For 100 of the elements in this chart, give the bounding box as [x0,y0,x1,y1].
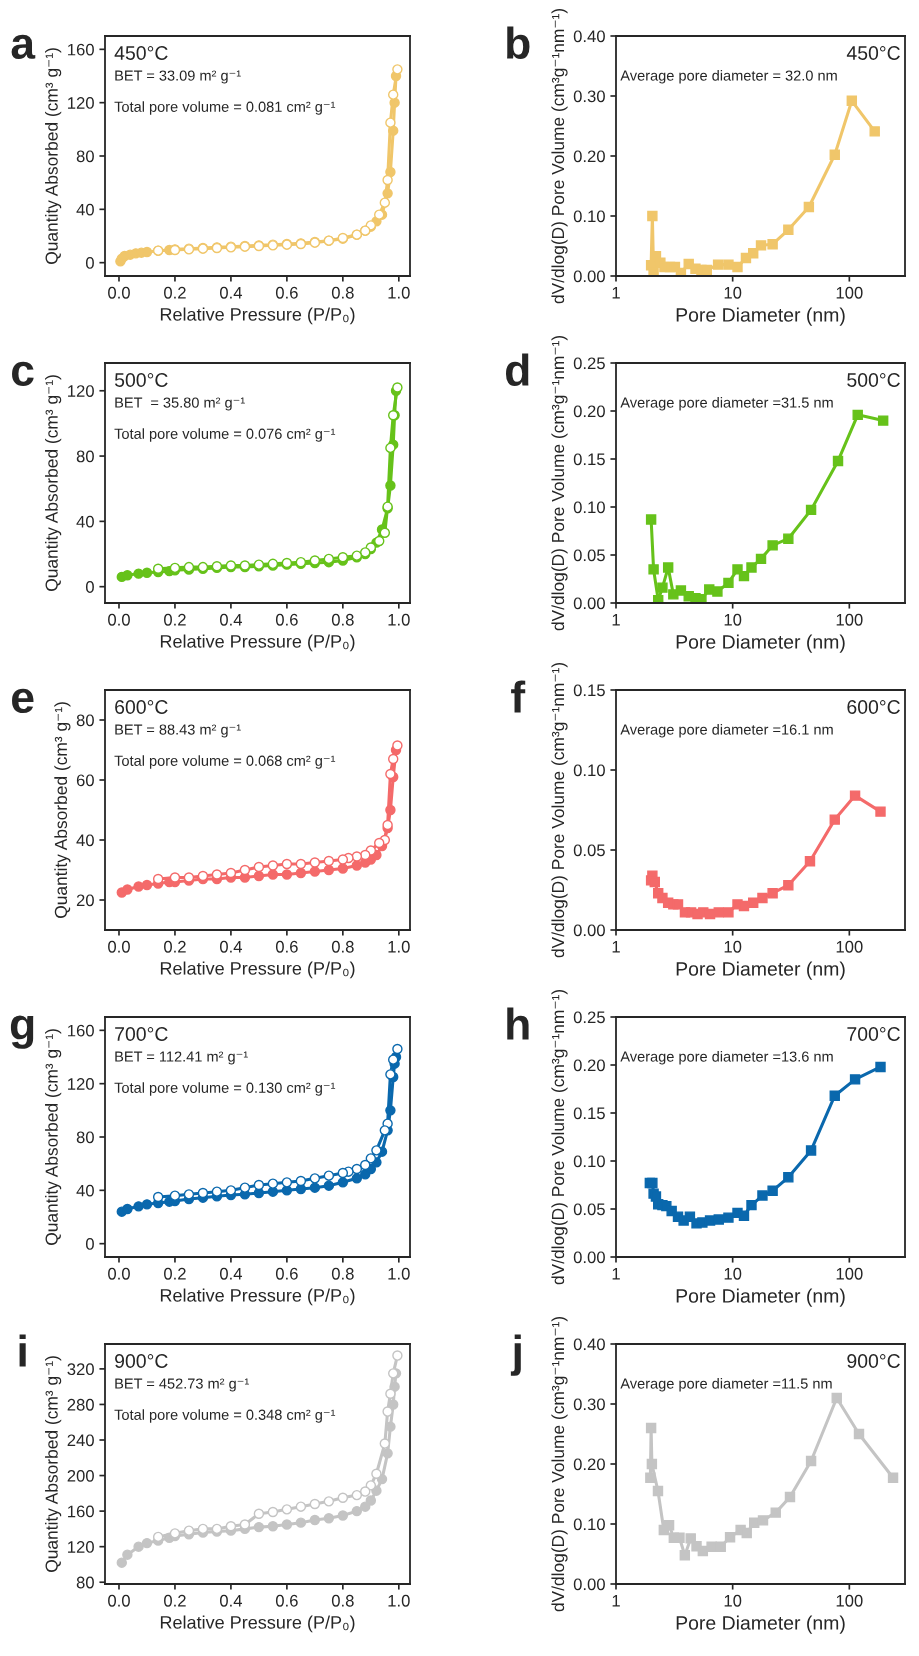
x-tick-label: 100 [836,1267,863,1280]
annotation: 600°C [847,700,900,714]
x-axis-title: Pore Diameter (nm) [676,1288,845,1307]
x-tick-label: 1 [612,614,620,626]
annotation: Total pore volume = 0.081 cm² g⁻¹ [114,101,336,115]
annotation: BET = 35.80 m² g⁻¹ [115,397,245,411]
chart-title: a [11,34,36,60]
annotation: 500°C [847,373,900,387]
x-axis-title: Relative Pressure (P/P₀) [160,961,355,979]
y-tick-label: 0.00 [573,270,605,283]
x-tick-label: 0.2 [164,1267,186,1280]
x-tick-label: 1 [612,287,620,299]
chart-title: h [507,1007,529,1040]
x-tick-label: 0.2 [164,940,186,953]
chart-title: c [12,361,34,387]
y-axis-title: dV/dlog(D) Pore Volume (cm³g⁻¹nm⁻¹) [551,1316,568,1612]
x-tick-label: 0.8 [331,940,354,953]
y-tick-label: 160 [68,43,94,56]
annotation: 500°C [114,373,168,387]
x-tick-label: 100 [836,613,863,626]
y-axis-title: dV/dlog(D) Pore Volume (cm³g⁻¹nm⁻¹) [551,335,568,631]
y-tick-label: 120 [68,385,94,397]
x-tick-label: 0.4 [219,613,243,626]
x-tick-label: 100 [836,1594,863,1607]
x-tick-label: 1.0 [388,1594,410,1607]
y-tick-label: 0.10 [573,1155,605,1168]
y-tick-label: 200 [67,1469,94,1482]
y-tick-label: 0.15 [573,684,605,697]
annotation: Average pore diameter =31.5 nm [620,397,833,411]
x-axis-title: Pore Diameter (nm) [676,961,845,980]
y-tick-label: 0.20 [573,405,605,418]
x-tick-label: 10 [724,286,742,299]
y-tick-label: 0.30 [573,1398,605,1411]
y-axis-title: Quantity Absorbed (cm³ g⁻¹) [54,702,71,918]
y-tick-label: 0.25 [573,1011,605,1024]
x-tick-label: 0.0 [108,1267,130,1280]
y-tick-label: 0.15 [573,1107,605,1120]
y-axis-title: dV/dlog(D) Pore Volume (cm³g⁻¹nm⁻¹) [551,662,568,958]
y-tick-label: 0 [85,257,94,269]
annotation: Average pore diameter =16.1 nm [620,724,833,738]
y-tick-label: 0.00 [573,1578,605,1591]
x-tick-label: 0.6 [275,1594,298,1607]
y-tick-label: 0 [85,581,94,593]
annotation: 700°C [115,1027,168,1041]
x-tick-label: 1 [612,1268,620,1280]
annotation: 900°C [847,1354,900,1368]
x-axis-title: Relative Pressure (P/P₀) [160,307,355,325]
x-tick-label: 0.0 [108,1594,130,1607]
y-tick-label: 40 [76,515,94,528]
x-tick-label: 0.0 [108,286,130,299]
x-tick-label: 0.8 [331,613,354,626]
x-axis-title: Relative Pressure (P/P₀) [160,1288,355,1306]
annotation: 900°C [115,1354,168,1368]
y-tick-label: 80 [76,1576,94,1589]
y-tick-label: 20 [76,894,94,907]
x-tick-label: 0.8 [331,286,354,299]
x-tick-label: 0.0 [108,613,130,626]
y-tick-label: 80 [76,714,94,727]
y-tick-label: 0.15 [573,453,605,466]
y-tick-label: 120 [68,1541,94,1553]
y-tick-label: 0.20 [573,1458,605,1471]
annotation: Total pore volume = 0.068 cm² g⁻¹ [114,755,336,769]
annotation: Total pore volume = 0.076 cm² g⁻¹ [114,428,336,442]
x-axis-title: Relative Pressure (P/P₀) [160,634,355,652]
chart-title: g [10,1015,34,1049]
y-tick-label: 80 [76,1131,94,1144]
x-tick-label: 1 [612,1595,620,1607]
x-tick-label: 1.0 [388,1267,410,1280]
x-tick-label: 100 [836,286,863,299]
chart-title: i [19,1334,26,1367]
y-tick-label: 240 [67,1434,94,1447]
y-tick-label: 0.10 [573,1518,605,1531]
y-axis-title: dV/dlog(D) Pore Volume (cm³g⁻¹nm⁻¹) [551,8,568,304]
y-tick-label: 0 [85,1238,94,1250]
y-tick-label: 0.10 [573,764,605,777]
x-tick-label: 10 [724,940,742,953]
y-tick-label: 160 [68,1505,94,1518]
annotation: Total pore volume = 0.348 cm² g⁻¹ [114,1409,336,1423]
y-axis-title: Quantity Absorbed (cm³ g⁻¹) [45,48,62,264]
y-tick-label: 40 [76,834,94,847]
annotation: Average pore diameter =11.5 nm [620,1378,832,1392]
y-tick-label: 320 [67,1363,94,1376]
y-axis-title: Quantity Absorbed (cm³ g⁻¹) [45,375,62,591]
x-tick-label: 0.6 [275,1267,298,1280]
y-tick-label: 60 [76,774,94,787]
y-tick-label: 80 [76,450,94,463]
y-tick-label: 0.20 [573,150,605,163]
y-tick-label: 0.05 [573,1203,605,1216]
y-tick-label: 0.00 [573,1251,605,1264]
annotation: BET = 88.43 m² g⁻¹ [115,724,241,738]
annotation: Total pore volume = 0.130 cm² g⁻¹ [114,1082,336,1096]
x-axis-title: Pore Diameter (nm) [676,634,845,653]
y-tick-label: 0.25 [573,357,605,370]
y-tick-label: 0.40 [573,1338,605,1351]
annotation: 450°C [846,46,900,60]
y-tick-label: 0.05 [573,549,605,562]
annotation: 700°C [847,1027,900,1041]
y-tick-label: 0.00 [573,597,605,610]
x-tick-label: 0.4 [219,286,243,299]
y-tick-label: 80 [76,150,94,163]
